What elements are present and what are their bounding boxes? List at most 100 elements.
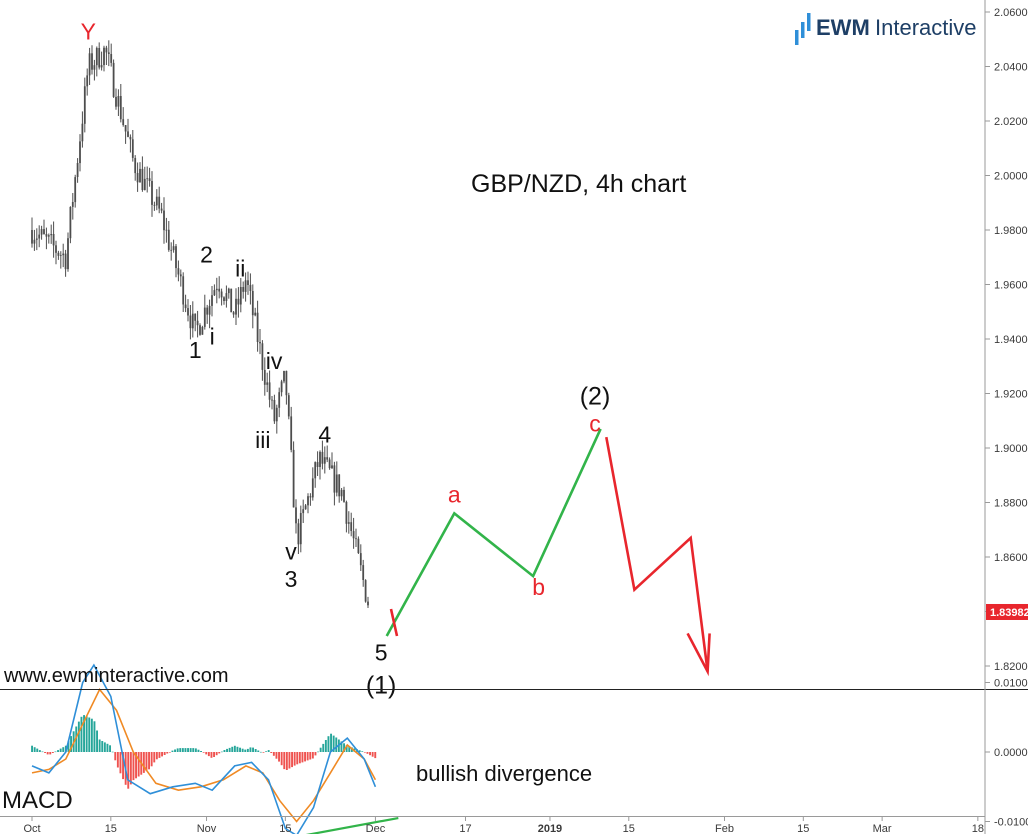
macd-histogram-bar — [171, 750, 174, 752]
candle-body — [345, 501, 348, 524]
candle-body — [187, 308, 189, 316]
candle-body — [31, 230, 33, 244]
macd-histogram-bar — [90, 718, 93, 752]
x-tick-label: 2019 — [538, 823, 562, 834]
candle-body — [355, 538, 357, 540]
candle-body — [81, 123, 84, 142]
macd-histogram-bar — [314, 752, 317, 756]
macd-histogram-bar — [106, 743, 109, 752]
candle-body — [357, 538, 360, 553]
macd-histogram-bar — [145, 752, 148, 772]
macd-histogram-bar — [324, 740, 327, 752]
candle-body — [103, 47, 105, 66]
candle-body — [227, 288, 230, 294]
candle-body — [91, 53, 93, 70]
candle-body — [203, 307, 206, 327]
candle-body — [201, 327, 204, 335]
candle-body — [316, 462, 319, 467]
macd-histogram-bar — [77, 721, 80, 752]
macd-y-tick-label: -0.0100 — [994, 817, 1028, 829]
wave-label: v — [285, 539, 297, 565]
wave-5-stroke — [389, 608, 399, 637]
candle-body — [107, 52, 110, 54]
candle-body — [155, 196, 158, 206]
candle-body — [218, 288, 221, 292]
wave-label: 5 — [375, 640, 388, 666]
macd-histogram-bar — [62, 747, 65, 752]
candle-body — [331, 465, 333, 469]
candle-body — [124, 125, 127, 132]
candle-body — [266, 382, 269, 385]
y-tick-label: 1.94000 — [994, 334, 1028, 346]
macd-histogram-bar — [296, 752, 299, 765]
candle-body — [69, 207, 72, 239]
candle-body — [347, 522, 350, 524]
macd-histogram-bar — [85, 716, 88, 752]
macd-histogram-bar — [168, 752, 171, 753]
candle-body — [208, 305, 211, 315]
candle-body — [290, 416, 293, 450]
logo-light-text: Interactive — [875, 15, 977, 40]
candle-body — [225, 293, 228, 301]
candle-body — [182, 276, 185, 305]
candle-body — [295, 507, 297, 524]
candle-body — [215, 288, 218, 291]
y-tick-label: 2.02000 — [994, 116, 1028, 128]
macd-histogram-bar — [109, 745, 111, 752]
candle-body — [280, 381, 283, 393]
candle-body — [343, 489, 345, 502]
candle-body — [199, 325, 201, 335]
macd-histogram-bar — [272, 752, 275, 756]
candle-body — [213, 290, 216, 296]
candle-body — [311, 478, 314, 498]
candle-body — [110, 54, 113, 63]
candle-body — [242, 287, 245, 292]
macd-histogram-bar — [301, 752, 304, 763]
macd-histogram-bar — [46, 752, 49, 755]
candle-body — [105, 47, 108, 53]
macd-histogram-bar — [142, 752, 145, 773]
macd-histogram-bar — [158, 752, 161, 758]
chart-title: GBP/NZD, 4h chart — [471, 170, 686, 198]
candle-body — [55, 245, 57, 253]
macd-histogram-bar — [101, 741, 104, 752]
candle-body — [275, 407, 278, 422]
x-tick-label: Dec — [366, 823, 386, 834]
candle-body — [251, 291, 254, 316]
y-tick-label: 2.04000 — [994, 62, 1028, 74]
logo-bold-text: EWM — [816, 15, 870, 40]
macd-histogram-bar — [93, 721, 96, 752]
macd-histogram-bar — [33, 747, 36, 752]
candle-body — [259, 342, 261, 344]
macd-y-tick-label: 0.0000 — [994, 747, 1028, 759]
macd-histogram-bar — [49, 752, 52, 755]
macd-histogram-bar — [127, 752, 130, 789]
macd-histogram-bar — [96, 730, 98, 752]
macd-histogram-bar — [327, 736, 330, 752]
macd-histogram-bar — [153, 752, 156, 763]
wave-label: 3 — [285, 566, 298, 592]
macd-histogram-bar — [270, 752, 273, 753]
candle-body — [165, 229, 168, 231]
macd-histogram-bar — [166, 752, 169, 754]
candle-body — [127, 131, 129, 137]
macd-histogram-bar — [371, 752, 374, 757]
macd-histogram-bar — [220, 751, 223, 753]
macd-histogram-bar — [174, 749, 176, 752]
macd-histogram-bar — [345, 745, 348, 752]
macd-histogram-bar — [41, 751, 44, 753]
macd-histogram-bar — [332, 735, 335, 752]
macd-histogram-bar — [366, 752, 369, 754]
candle-body — [273, 400, 276, 422]
candle-body — [326, 457, 329, 460]
projected-decline-path — [605, 436, 709, 672]
current-price-label: 1.83982 — [990, 607, 1028, 619]
candle-body — [352, 531, 355, 539]
candle-body — [112, 62, 115, 97]
wave-label: (2) — [580, 382, 611, 410]
macd-histogram-bar — [369, 752, 371, 756]
macd-histogram-bar — [59, 748, 62, 752]
macd-histogram-bar — [343, 743, 345, 752]
